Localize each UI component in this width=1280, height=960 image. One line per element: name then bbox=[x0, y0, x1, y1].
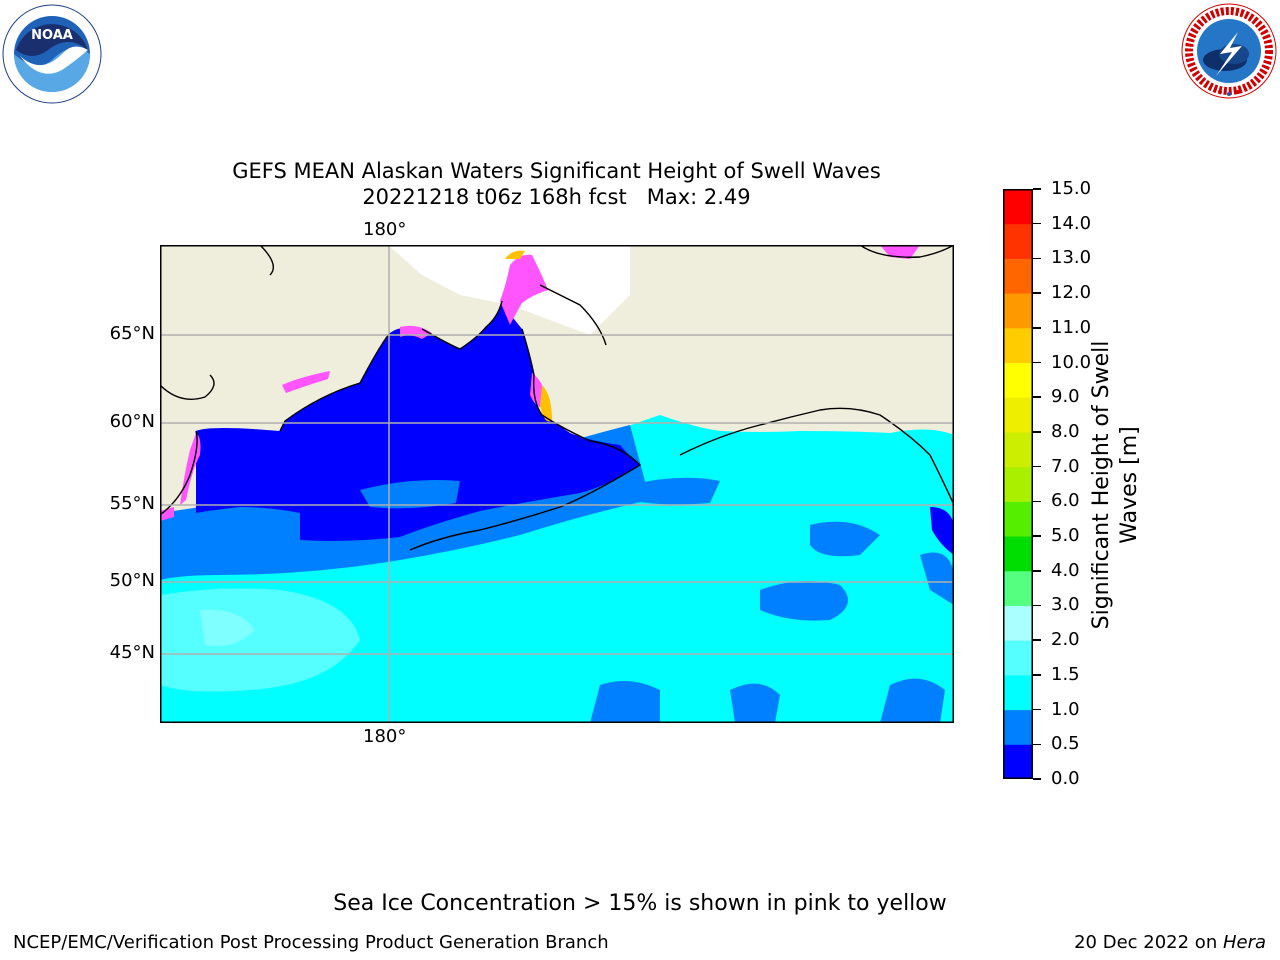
colorbar-tick-mark bbox=[1033, 604, 1041, 607]
colorbar-segment bbox=[1003, 431, 1033, 468]
colorbar-tick-label: 5.0 bbox=[1051, 525, 1080, 547]
colorbar-tick-label: 11.0 bbox=[1051, 316, 1092, 338]
colorbar-segment bbox=[1003, 258, 1033, 294]
colorbar-segment bbox=[1003, 327, 1033, 364]
colorbar-tick-mark bbox=[1033, 396, 1041, 398]
colorbar-tick-label: 6.0 bbox=[1051, 490, 1080, 512]
lat-label-50: 50°N bbox=[109, 570, 155, 591]
colorbar-segment bbox=[1003, 293, 1033, 329]
colorbar-tick-mark bbox=[1033, 257, 1041, 260]
footer-branch: NCEP/EMC/Verification Post Processing Pr… bbox=[13, 932, 609, 953]
nws-logo bbox=[1180, 2, 1278, 100]
svg-text:NOAA: NOAA bbox=[31, 28, 73, 43]
colorbar-label-line-1: Significant Height of Swell bbox=[1089, 340, 1114, 630]
colorbar-tick-mark bbox=[1033, 188, 1041, 190]
colorbar bbox=[1003, 189, 1033, 779]
lat-label-45: 45°N bbox=[109, 642, 155, 663]
colorbar-segment bbox=[1003, 223, 1033, 259]
colorbar-segment bbox=[1003, 362, 1033, 398]
colorbar-tick-label: 8.0 bbox=[1051, 420, 1080, 442]
colorbar-segment bbox=[1003, 536, 1033, 572]
colorbar-label-line-2: Waves [m] bbox=[1117, 426, 1142, 544]
colorbar-tick-mark bbox=[1033, 535, 1041, 537]
lat-label-55: 55°N bbox=[109, 493, 155, 514]
colorbar-tick-label: 2.0 bbox=[1051, 629, 1080, 651]
colorbar-tick-mark bbox=[1033, 743, 1041, 746]
colorbar-tick-mark bbox=[1033, 674, 1041, 676]
colorbar-tick-mark bbox=[1033, 500, 1041, 503]
colorbar-tick-label: 4.0 bbox=[1051, 559, 1080, 581]
bering-sea bbox=[196, 301, 640, 541]
colorbar-tick-label: 13.0 bbox=[1051, 247, 1092, 269]
colorbar-tick-mark bbox=[1033, 222, 1041, 225]
colorbar-segment bbox=[1003, 744, 1033, 779]
colorbar-tick-label: 3.0 bbox=[1051, 594, 1080, 616]
colorbar-segment bbox=[1003, 640, 1033, 676]
noaa-logo: NOAA bbox=[2, 4, 102, 104]
colorbar-segment bbox=[1003, 709, 1033, 745]
colorbar-label: Significant Height of Swell Waves [m] bbox=[1088, 341, 1144, 630]
lat-label-65: 65°N bbox=[109, 323, 155, 344]
title-line-2: 20221218 t06z 168h fcst Max: 2.49 bbox=[362, 185, 751, 209]
colorbar-segment bbox=[1003, 605, 1033, 641]
map-panel bbox=[160, 245, 954, 723]
colorbar-tick-mark bbox=[1033, 708, 1041, 711]
sea-ice-edge bbox=[500, 254, 548, 325]
colorbar-tick-mark bbox=[1033, 431, 1041, 433]
colorbar-tick-label: 7.0 bbox=[1051, 455, 1080, 477]
footer-date: 20 Dec 2022 on Hera bbox=[1074, 932, 1266, 953]
colorbar-tick-label: 1.5 bbox=[1051, 663, 1080, 685]
colorbar-tick-label: 0.5 bbox=[1051, 733, 1080, 755]
lon-label-bottom: 180° bbox=[363, 726, 407, 747]
colorbar-segment bbox=[1003, 466, 1033, 502]
lat-label-60: 60°N bbox=[109, 411, 155, 432]
colorbar-tick-mark bbox=[1033, 465, 1041, 468]
colorbar-tick-label: 9.0 bbox=[1051, 386, 1080, 408]
colorbar-tick-mark bbox=[1033, 570, 1041, 572]
colorbar-segment bbox=[1003, 570, 1033, 606]
lon-label-top: 180° bbox=[363, 219, 407, 240]
colorbar-tick-mark bbox=[1033, 327, 1041, 329]
colorbar-tick-label: 14.0 bbox=[1051, 212, 1092, 234]
colorbar-segment bbox=[1003, 674, 1033, 711]
colorbar-tick-label: 12.0 bbox=[1051, 282, 1092, 304]
footer-date-text: 20 Dec 2022 on bbox=[1074, 932, 1223, 953]
colorbar-tick-mark bbox=[1033, 361, 1041, 364]
colorbar-segment bbox=[1003, 501, 1033, 537]
footer-host: Hera bbox=[1222, 932, 1266, 953]
colorbar-tick-label: 10.0 bbox=[1051, 351, 1092, 373]
sea-ice-note: Sea Ice Concentration > 15% is shown in … bbox=[333, 891, 947, 916]
chart-title: GEFS MEAN Alaskan Waters Significant Hei… bbox=[0, 158, 1113, 210]
colorbar-tick-mark bbox=[1033, 639, 1041, 641]
colorbar-segment bbox=[1003, 189, 1033, 225]
gridlines bbox=[160, 245, 954, 723]
colorbar-tick-label: 15.0 bbox=[1051, 178, 1092, 199]
colorbar-tick-label: 1.0 bbox=[1051, 698, 1080, 720]
colorbar-tick-mark bbox=[1033, 292, 1041, 294]
title-line-1: GEFS MEAN Alaskan Waters Significant Hei… bbox=[232, 159, 881, 183]
colorbar-segment bbox=[1003, 397, 1033, 433]
colorbar-tick-mark bbox=[1033, 778, 1041, 780]
colorbar-tick-label: 0.0 bbox=[1051, 768, 1080, 789]
